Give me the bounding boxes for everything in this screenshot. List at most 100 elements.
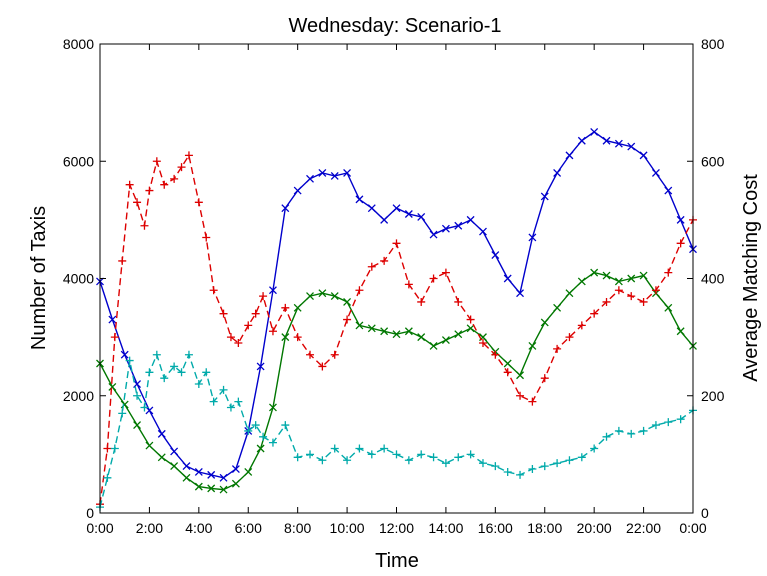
data-point-0-2 xyxy=(120,350,129,359)
data-point-0-45 xyxy=(651,169,660,177)
data-point-1-2 xyxy=(120,400,129,409)
data-point-1-17 xyxy=(306,292,314,301)
data-point-2-15 xyxy=(209,286,218,295)
data-point-0-22 xyxy=(367,204,376,213)
x-tick-label: 18:00 xyxy=(527,520,562,536)
x-axis-title: Time xyxy=(375,550,419,572)
y-left-tick-label: 4000 xyxy=(63,271,94,287)
data-point-2-41 xyxy=(503,368,512,377)
data-point-3-32 xyxy=(392,450,401,459)
data-point-2-11 xyxy=(177,163,186,172)
data-point-0-30 xyxy=(466,215,475,224)
data-point-3-20 xyxy=(251,421,260,430)
data-point-2-27 xyxy=(330,350,339,359)
data-point-0-21 xyxy=(355,195,364,204)
data-point-0-10 xyxy=(219,473,228,482)
data-point-0-36 xyxy=(540,192,549,201)
data-point-0-39 xyxy=(577,136,586,145)
data-point-3-40 xyxy=(491,462,500,471)
x-tick-label: 0:00 xyxy=(679,520,706,536)
data-point-2-4 xyxy=(125,180,134,189)
data-point-0-37 xyxy=(553,169,562,177)
data-point-2-22 xyxy=(268,327,277,336)
data-point-2-32 xyxy=(392,239,401,248)
data-point-2-45 xyxy=(553,344,562,353)
x-tick-label: 0:00 xyxy=(86,520,113,536)
y-axis-left-title: Number of Taxis xyxy=(28,206,50,350)
data-point-0-29 xyxy=(454,221,463,230)
data-point-1-44 xyxy=(639,271,648,280)
data-point-0-7 xyxy=(182,462,191,471)
y-right-tick-label: 800 xyxy=(701,36,725,52)
data-point-3-23 xyxy=(281,421,290,430)
y-right-tick-label: 400 xyxy=(701,271,725,287)
data-point-2-13 xyxy=(194,198,203,207)
y-left-tick-label: 6000 xyxy=(63,153,94,169)
data-point-2-44 xyxy=(540,374,549,383)
data-point-1-8 xyxy=(194,482,203,491)
data-point-3-6 xyxy=(140,403,149,412)
data-point-1-12 xyxy=(244,468,253,476)
data-point-2-48 xyxy=(590,309,599,318)
data-point-0-41 xyxy=(602,136,611,145)
data-point-2-2 xyxy=(110,333,119,342)
data-point-1-5 xyxy=(157,453,166,462)
x-tick-label: 8:00 xyxy=(284,520,311,536)
data-point-2-26 xyxy=(318,362,327,371)
data-point-0-34 xyxy=(516,289,525,298)
data-point-2-37 xyxy=(454,297,463,306)
data-point-2-21 xyxy=(259,292,268,301)
data-point-1-42 xyxy=(614,277,623,286)
data-point-1-41 xyxy=(602,271,611,280)
data-point-2-3 xyxy=(118,256,127,265)
data-point-3-10 xyxy=(170,362,179,371)
data-point-2-53 xyxy=(651,286,660,295)
data-point-1-47 xyxy=(676,327,685,336)
data-point-1-29 xyxy=(454,330,463,339)
data-point-1-21 xyxy=(355,321,364,330)
data-point-3-49 xyxy=(602,432,611,441)
data-point-1-46 xyxy=(664,303,673,312)
data-point-3-30 xyxy=(367,450,376,459)
data-point-3-47 xyxy=(577,453,586,462)
plot-area xyxy=(100,44,693,513)
data-point-0-16 xyxy=(293,186,302,195)
data-point-3-46 xyxy=(565,456,574,465)
data-point-2-31 xyxy=(380,256,389,265)
data-point-1-35 xyxy=(528,341,537,350)
data-point-2-40 xyxy=(491,350,500,359)
data-point-1-10 xyxy=(219,485,228,494)
data-point-3-36 xyxy=(441,459,450,468)
data-point-2-18 xyxy=(234,338,243,347)
data-point-2-28 xyxy=(343,315,352,324)
data-point-1-15 xyxy=(281,333,290,342)
data-point-2-16 xyxy=(219,309,228,318)
data-point-2-24 xyxy=(293,333,302,342)
data-point-3-5 xyxy=(133,391,142,400)
data-point-3-35 xyxy=(429,453,438,462)
data-point-2-17 xyxy=(226,333,235,342)
data-point-1-18 xyxy=(318,289,327,298)
data-point-2-38 xyxy=(466,315,475,324)
data-point-1-40 xyxy=(590,268,599,277)
series-layer xyxy=(96,127,697,512)
data-point-0-11 xyxy=(231,465,240,473)
data-point-1-9 xyxy=(207,484,216,493)
x-tick-label: 12:00 xyxy=(379,520,414,536)
data-point-1-13 xyxy=(256,444,265,453)
data-point-3-29 xyxy=(355,444,364,453)
data-point-1-4 xyxy=(145,441,154,450)
x-tick-label: 16:00 xyxy=(478,520,513,536)
data-point-2-5 xyxy=(133,198,142,207)
data-point-2-12 xyxy=(184,151,193,160)
y-left-tick-label: 0 xyxy=(86,505,94,521)
data-point-2-9 xyxy=(160,180,169,189)
data-point-0-40 xyxy=(590,127,599,136)
series-1 xyxy=(96,268,697,494)
x-tick-label: 14:00 xyxy=(428,520,463,536)
data-point-2-49 xyxy=(602,297,611,306)
data-point-2-36 xyxy=(441,268,450,277)
data-point-2-23 xyxy=(281,303,290,312)
series-2 xyxy=(96,151,697,509)
data-point-1-43 xyxy=(627,274,636,283)
